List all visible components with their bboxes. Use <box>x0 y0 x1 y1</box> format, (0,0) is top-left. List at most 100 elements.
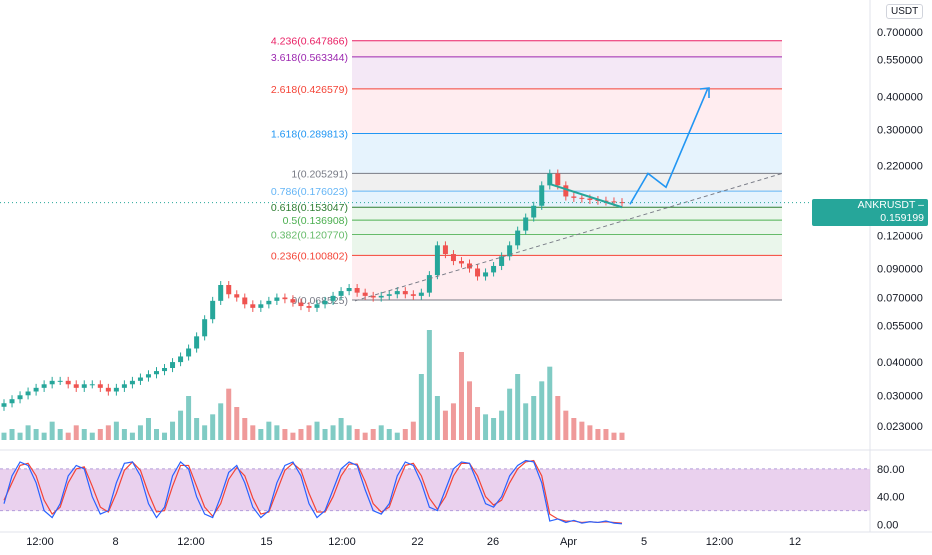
volume-bar <box>129 432 135 440</box>
candle-body <box>153 371 159 375</box>
volume-bar <box>218 403 224 440</box>
volume-bar <box>306 425 312 440</box>
volume-bar <box>105 425 111 440</box>
candle-body <box>49 380 55 385</box>
volume-bar <box>282 429 288 440</box>
fib-level-label: 0.382(0.120770) <box>271 230 348 242</box>
candle-body <box>33 387 39 392</box>
candle-body <box>121 384 127 388</box>
volume-bar <box>539 381 545 440</box>
stoch-k-line <box>3 459 623 525</box>
time-axis-tick: 12:00 <box>706 536 734 548</box>
volume-bar <box>491 418 497 440</box>
volume-bar <box>370 429 376 440</box>
support-trendline <box>354 173 783 302</box>
volume-bar <box>595 429 601 440</box>
candle-body <box>346 288 352 292</box>
candle-body <box>210 300 216 320</box>
time-axis-tick: 12 <box>789 536 801 548</box>
time-axis-tick: 22 <box>411 536 423 548</box>
price-axis-tick: 0.040000 <box>877 357 923 369</box>
volume-bar <box>186 396 192 440</box>
candle-body <box>137 377 143 381</box>
volume-bar <box>619 432 625 440</box>
fib-band <box>352 255 782 300</box>
volume-bar <box>330 425 336 440</box>
candle-body <box>162 368 168 372</box>
fib-level-label: 0.5(0.136908) <box>283 215 348 227</box>
candle-body <box>587 198 593 200</box>
candle-body <box>410 294 416 296</box>
price-axis-tick: 0.055000 <box>877 320 923 332</box>
candle-body <box>73 384 79 388</box>
volume-bar <box>33 429 39 440</box>
fib-level-label: 0.236(0.100802) <box>271 250 348 262</box>
currency-badge[interactable]: USDT <box>886 4 924 19</box>
candle-body <box>354 288 360 293</box>
candle-body <box>226 285 232 295</box>
volume-bar <box>314 421 320 440</box>
volume-bar <box>1 432 7 440</box>
volume-bar <box>507 388 513 440</box>
candle-body <box>467 263 473 269</box>
time-axis-tick: 8 <box>112 536 118 548</box>
candle-body <box>531 205 537 218</box>
price-axis-tick: 0.120000 <box>877 230 923 242</box>
candle-body <box>242 297 248 305</box>
volume-bar <box>346 425 352 440</box>
volume-bar <box>483 414 489 440</box>
candle-body <box>1 403 7 407</box>
volume-bar <box>611 432 617 440</box>
candle-body <box>322 300 328 305</box>
time-axis-tick: 26 <box>487 536 499 548</box>
candle-body <box>290 299 296 303</box>
volume-bar <box>242 418 248 440</box>
candle-body <box>330 295 336 301</box>
stoch-band <box>0 468 870 511</box>
volume-bar <box>162 432 168 440</box>
time-axis-tick: 12:00 <box>177 536 205 548</box>
candle-body <box>314 304 320 308</box>
candle-body <box>619 202 625 204</box>
volume-bar <box>531 396 537 440</box>
volume-bar <box>354 429 360 440</box>
candle-body <box>386 294 392 296</box>
volume-bar <box>386 429 392 440</box>
volume-bar <box>458 352 464 440</box>
candle-body <box>234 294 240 298</box>
fib-band <box>352 40 782 57</box>
candle-body <box>105 387 111 392</box>
time-axis-tick: Apr <box>560 536 577 548</box>
fib-band <box>352 133 782 174</box>
volume-bar <box>17 432 23 440</box>
candle-body <box>507 245 513 257</box>
volume-bar <box>523 403 529 440</box>
volume-bar <box>418 374 424 440</box>
candle-body <box>17 395 23 400</box>
fib-level-label: 4.236(0.647866) <box>271 36 348 48</box>
fib-level-label: 2.618(0.426579) <box>271 84 348 96</box>
candle-body <box>170 362 176 369</box>
candle-body <box>178 356 184 363</box>
candle-body <box>547 173 553 186</box>
volume-bar <box>73 425 79 440</box>
volume-bar <box>194 418 200 440</box>
volume-bar <box>587 425 593 440</box>
candle-body <box>450 254 456 262</box>
time-axis-tick: 12:00 <box>328 536 356 548</box>
candle-body <box>515 230 521 246</box>
candle-body <box>258 304 264 308</box>
price-axis-tick: 0.550000 <box>877 55 923 67</box>
price-axis-tick: 0.023000 <box>877 421 923 433</box>
candle-body <box>571 196 577 198</box>
candle-body <box>41 384 47 388</box>
candle-body <box>9 399 15 404</box>
candle-body <box>202 319 208 337</box>
stoch-axis-tick: 0.00 <box>877 520 898 532</box>
volume-bar <box>137 425 143 440</box>
volume-bar <box>250 425 256 440</box>
price-axis-tick: 0.070000 <box>877 292 923 304</box>
volume-bar <box>499 410 505 440</box>
